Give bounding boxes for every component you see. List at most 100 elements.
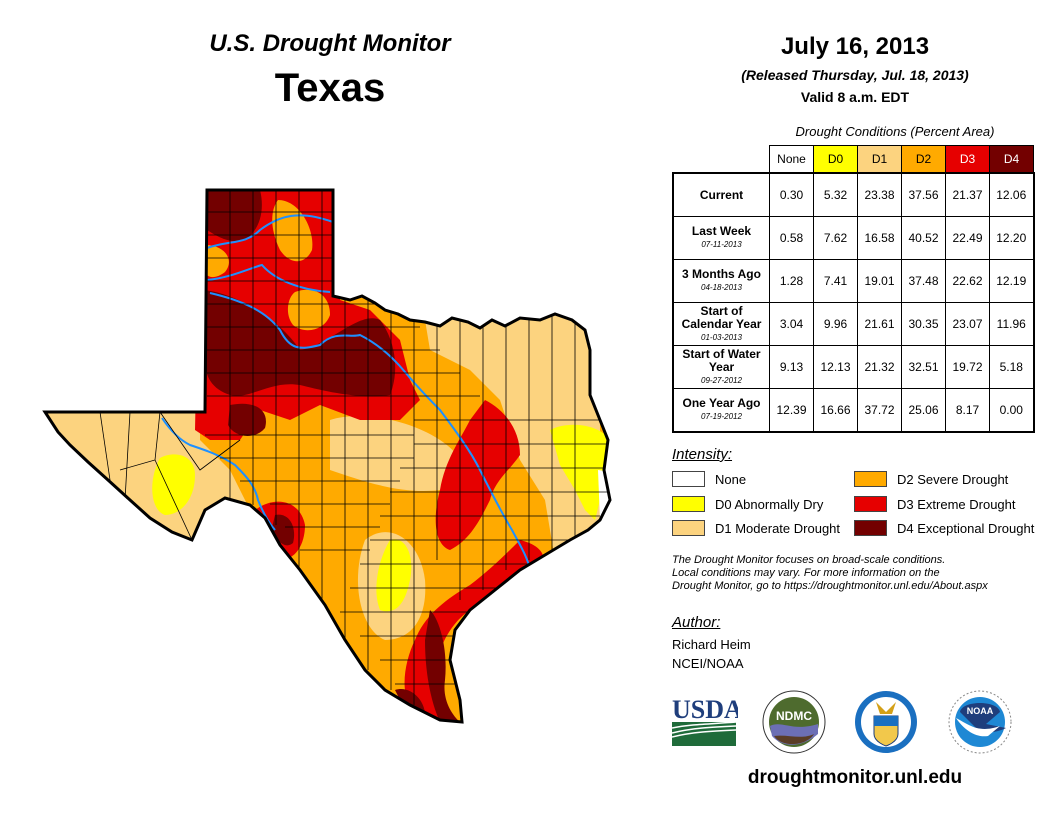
legend-item-d2: D2 Severe Drought [854,470,1008,488]
legend-label-d2: D2 Severe Drought [897,471,1009,487]
river-rio-grande [161,417,276,531]
county-grid-central [205,412,415,705]
doc-seal-logo [855,691,917,753]
cell-d0: 5.32 [813,172,858,217]
release-date: (Released Thursday, Jul. 18, 2013) [741,67,969,83]
table-row: Start of Water Year 09-27-2012 9.13 12.13 21… [672,345,1035,389]
map-title: U.S. Drought Monitor [209,30,451,57]
county-lines-west [99,411,241,541]
row-label: Current [672,172,770,217]
row-date: 07-19-2012 [701,412,742,421]
legend-label-d4: D4 Exceptional Drought [897,520,1035,536]
cell-none: 1.28 [769,259,814,303]
table-header-row: None D0 D1 D2 D3 D4 [673,145,1034,174]
cell-d1: 23.38 [857,172,902,217]
river-brazos [209,292,531,571]
row-label-text: Start of Water Year [682,346,761,374]
cell-d0: 16.66 [813,388,858,433]
zone-d3-central [435,400,520,550]
cell-d2: 37.56 [901,172,946,217]
row-label-text: Start of Calendar Year [681,303,762,331]
zone-d2-panhandle-island-2 [287,289,330,331]
drought-conditions-table: None D0 D1 D2 D3 D4 Current 0.30 5.32 23.38… [672,145,1035,433]
legend-item-d0: D0 Abnormally Dry [672,495,823,513]
cell-d0: 9.96 [813,302,858,346]
texas-drought-map [42,188,612,724]
river-canadian [206,214,334,249]
cell-d1: 21.61 [857,302,902,346]
legend-label-d0: D0 Abnormally Dry [715,496,824,512]
legend-label-d3: D3 Extreme Drought [897,496,1016,512]
row-label-text: Last Week [691,224,752,238]
col-header-d3: D3 [945,145,990,174]
col-header-none: None [769,145,814,174]
legend-item-d4: D4 Exceptional Drought [854,519,1034,537]
cell-d2: 40.52 [901,216,946,260]
zone-d0-south [376,539,412,612]
cell-d2: 37.48 [901,259,946,303]
col-header-d0: D0 [813,145,858,174]
author-org: NCEI/NOAA [672,656,744,671]
table-row: Current 0.30 5.32 23.38 37.56 21.37 12.06 [672,172,1035,217]
cell-d0: 7.41 [813,259,858,303]
table-row: Start of Calendar Year 01-03-2013 3.04 9.96… [672,302,1035,346]
cell-d4: 12.06 [989,172,1035,217]
cell-none: 9.13 [769,345,814,389]
table-body: Current 0.30 5.32 23.38 37.56 21.37 12.06 Last … [672,172,1035,433]
row-label: Last Week 07-11-2013 [672,216,770,260]
legend-swatch-d1 [672,520,705,536]
cell-d3: 22.49 [945,216,990,260]
cell-d3: 8.17 [945,388,990,433]
note-line-1: The Drought Monitor focuses on broad-sca… [672,554,946,566]
usda-logo-text: USDA [672,695,738,724]
zone-d4-coast [425,610,460,722]
map-state-name: Texas [274,66,386,110]
legend-item-d3: D3 Extreme Drought [854,495,1016,513]
legend-label-none: None [715,471,747,487]
row-label: 3 Months Ago 04-18-2013 [672,259,770,303]
doc-seal-eagle [876,702,896,714]
zone-d2-panhandle-west [205,245,229,278]
row-label: Start of Calendar Year 01-03-2013 [672,302,770,346]
noaa-logo: NOAA [948,690,1012,754]
doc-seal-shield-top [874,716,898,726]
cell-d2: 25.06 [901,388,946,433]
col-header-d2: D2 [901,145,946,174]
cell-d3: 21.37 [945,172,990,217]
disclaimer-note: The Drought Monitor focuses on broad-sca… [672,554,1052,593]
table-header-blank [673,145,770,174]
river-red [206,263,331,293]
cell-d3: 19.72 [945,345,990,389]
county-grid-east [340,316,610,685]
table-row: Last Week 07-11-2013 0.58 7.62 16.58 40.52 22.… [672,216,1035,260]
zone-d4-central [205,290,396,397]
cell-d4: 12.19 [989,259,1035,303]
website-url[interactable]: droughtmonitor.unl.edu [747,767,963,788]
ndmc-logo: NDMC [762,690,826,754]
usda-logo: USDA [672,695,738,746]
cell-d3: 22.62 [945,259,990,303]
cell-d3: 23.07 [945,302,990,346]
legend-title: Intensity: [672,446,733,463]
row-label-text: 3 Months Ago [682,267,761,281]
note-line-2: Local conditions may vary. For more info… [672,567,940,579]
cell-d4: 5.18 [989,345,1035,389]
cell-none: 0.58 [769,216,814,260]
table-row: 3 Months Ago 04-18-2013 1.28 7.41 19.01 37.48… [672,259,1035,303]
county-lines [99,190,610,705]
cell-d0: 12.13 [813,345,858,389]
cell-d0: 7.62 [813,216,858,260]
map-date: July 16, 2013 [780,33,930,60]
usda-logo-stripes [672,721,737,738]
cell-none: 0.30 [769,172,814,217]
legend-item-none: None [672,470,746,488]
col-header-d1: D1 [857,145,902,174]
cell-d2: 30.35 [901,302,946,346]
row-label: Start of Water Year 09-27-2012 [672,345,770,389]
cell-d2: 32.51 [901,345,946,389]
author-name: Richard Heim [672,637,751,652]
cell-d1: 19.01 [857,259,902,303]
legend-item-d1: D1 Moderate Drought [672,519,840,537]
table-caption: Drought Conditions (Percent Area) [795,124,995,139]
row-date: 04-18-2013 [701,283,742,292]
